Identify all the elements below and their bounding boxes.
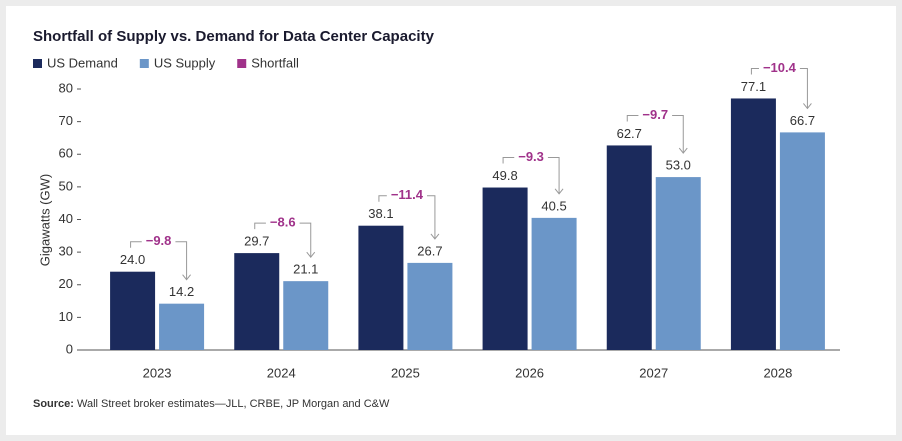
shortfall-bracket <box>502 157 560 194</box>
y-tick-label: 70 <box>59 113 73 128</box>
shortfall-arrow <box>803 103 812 110</box>
value-label: 49.8 <box>492 168 517 183</box>
value-label: 62.7 <box>617 126 642 141</box>
value-label: 24.0 <box>120 252 145 267</box>
x-tick-label: 2027 <box>639 365 668 380</box>
bar <box>655 177 701 350</box>
y-tick-label: 40 <box>59 211 73 226</box>
legend-label: Shortfall <box>251 55 299 70</box>
legend-swatch <box>33 59 42 68</box>
shortfall-label: −9.3 <box>518 149 544 164</box>
legend-swatch <box>139 59 149 68</box>
bar <box>110 271 156 350</box>
value-label: 77.1 <box>741 79 766 94</box>
bar <box>730 98 776 351</box>
x-tick-label: 2028 <box>763 365 792 380</box>
y-tick-label: 50 <box>59 178 73 193</box>
shortfall-label: −10.4 <box>763 60 797 75</box>
shortfall-arrow <box>554 188 564 195</box>
chart-title: Shortfall of Supply vs. Demand for Data … <box>33 28 435 45</box>
value-label: 14.2 <box>169 284 194 299</box>
y-tick-label: 30 <box>59 244 73 259</box>
y-tick-label: 10 <box>59 309 73 324</box>
shortfall-arrow <box>430 233 440 240</box>
shortfall-arrow <box>678 147 688 154</box>
x-tick-label: 2026 <box>515 365 544 380</box>
shortfall-bracket <box>254 222 312 258</box>
y-tick-label: 80 <box>59 80 73 95</box>
shortfall-bracket <box>626 114 684 154</box>
y-tick-label: 60 <box>59 146 73 161</box>
value-label: 38.1 <box>368 206 393 221</box>
legend-label: US Demand <box>47 55 118 70</box>
y-tick-label: 20 <box>59 276 73 291</box>
shortfall-bracket <box>378 195 436 239</box>
value-label: 29.7 <box>244 234 269 249</box>
bar <box>779 132 825 350</box>
bar <box>358 225 404 350</box>
shortfall-label: −9.8 <box>146 233 172 248</box>
y-tick-label: 0 <box>66 341 73 356</box>
shortfall-arrow <box>306 251 316 258</box>
bar <box>482 187 528 350</box>
x-tick-label: 2025 <box>391 365 420 380</box>
x-tick-label: 2024 <box>267 365 296 380</box>
bar <box>234 253 280 350</box>
bar <box>283 281 329 350</box>
shortfall-arrow <box>182 274 191 281</box>
value-label: 40.5 <box>541 198 566 213</box>
bar <box>606 145 652 350</box>
value-label: 66.7 <box>790 113 815 128</box>
shortfall-bracket <box>750 67 808 109</box>
y-axis-label: Gigawatts (GW) <box>37 174 52 266</box>
bar <box>159 303 205 350</box>
shortfall-label: −11.4 <box>391 187 424 202</box>
value-label: 26.7 <box>417 243 442 258</box>
bar <box>407 262 453 350</box>
shortfall-label: −9.7 <box>642 107 668 122</box>
source: Wall Street broker estimates—JLL, CRBE, … <box>77 398 390 410</box>
source-label: Source: <box>33 398 74 410</box>
value-label: 21.1 <box>293 262 318 277</box>
x-tick-label: 2023 <box>143 365 172 380</box>
value-label: 53.0 <box>666 158 691 173</box>
shortfall-bracket <box>130 241 188 280</box>
legend-swatch <box>237 59 247 68</box>
legend-label: US Supply <box>154 55 216 70</box>
shortfall-label: −8.6 <box>270 215 296 230</box>
bar <box>531 217 577 350</box>
